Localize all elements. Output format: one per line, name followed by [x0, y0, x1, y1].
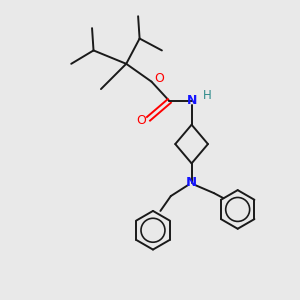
Text: H: H [203, 89, 212, 102]
Text: N: N [187, 94, 197, 106]
Text: N: N [186, 176, 197, 189]
Text: O: O [154, 72, 164, 85]
Text: O: O [136, 114, 146, 127]
